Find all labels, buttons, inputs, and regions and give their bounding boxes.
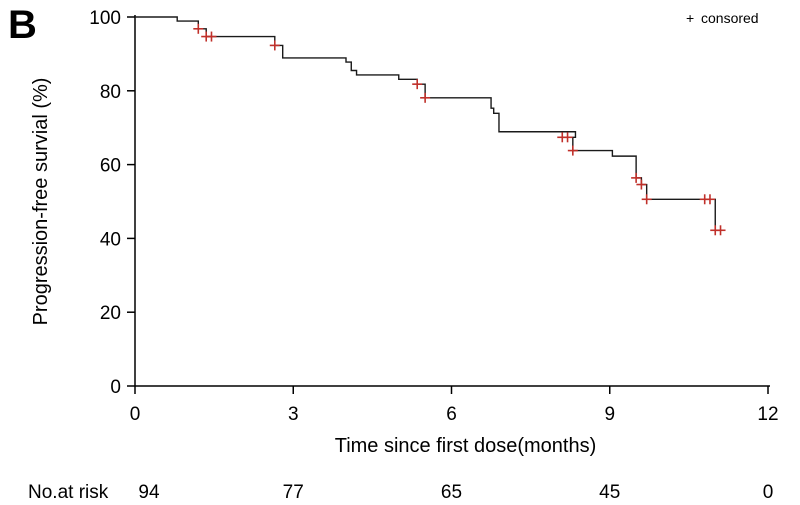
- x-tick-label: 9: [604, 404, 615, 425]
- censor-mark: [193, 23, 204, 34]
- axes: 0 20 40 60 80 100 0 3 6 9 12: [89, 8, 778, 425]
- censor-mark: [636, 179, 647, 190]
- legend-symbol: +: [686, 10, 694, 26]
- y-ticks: 0 20 40 60 80 100: [89, 8, 135, 398]
- legend: + consored: [686, 10, 759, 26]
- y-tick-label: 100: [89, 8, 121, 29]
- x-ticks: 0 3 6 9 12: [130, 386, 779, 425]
- risk-value: 65: [441, 482, 462, 503]
- y-tick-label: 60: [100, 156, 121, 177]
- risk-value: 94: [138, 482, 160, 503]
- risk-value: 45: [599, 482, 620, 503]
- panel-label: B: [8, 3, 37, 47]
- risk-table: No.at risk 94 77 65 45 0: [28, 482, 773, 503]
- y-tick-label: 40: [100, 229, 121, 250]
- x-tick-label: 12: [757, 404, 778, 425]
- y-tick-label: 80: [100, 82, 121, 103]
- censor-mark: [562, 132, 573, 143]
- censor-mark: [420, 92, 431, 103]
- censor-mark: [641, 194, 652, 205]
- legend-label: consored: [701, 10, 759, 26]
- x-axis-title: Time since first dose(months): [335, 435, 597, 457]
- censor-mark: [567, 145, 578, 156]
- censor-mark: [206, 31, 217, 42]
- y-tick-label: 20: [100, 303, 121, 324]
- risk-table-label: No.at risk: [28, 482, 109, 503]
- censor-mark: [269, 40, 280, 51]
- y-axis-title: Progression-free survial (%): [30, 78, 52, 326]
- censor-mark: [715, 225, 726, 236]
- y-tick-label: 0: [110, 377, 121, 398]
- censor-mark: [704, 194, 715, 205]
- censor-mark: [631, 172, 642, 183]
- risk-values: 94 77 65 45 0: [138, 482, 773, 503]
- x-tick-label: 6: [446, 404, 457, 425]
- censor-marks: [193, 23, 726, 236]
- risk-value: 77: [283, 482, 304, 503]
- x-tick-label: 0: [130, 404, 141, 425]
- x-tick-label: 3: [288, 404, 299, 425]
- risk-value: 0: [763, 482, 774, 503]
- survival-curve: [135, 16, 721, 231]
- censor-mark: [412, 79, 423, 90]
